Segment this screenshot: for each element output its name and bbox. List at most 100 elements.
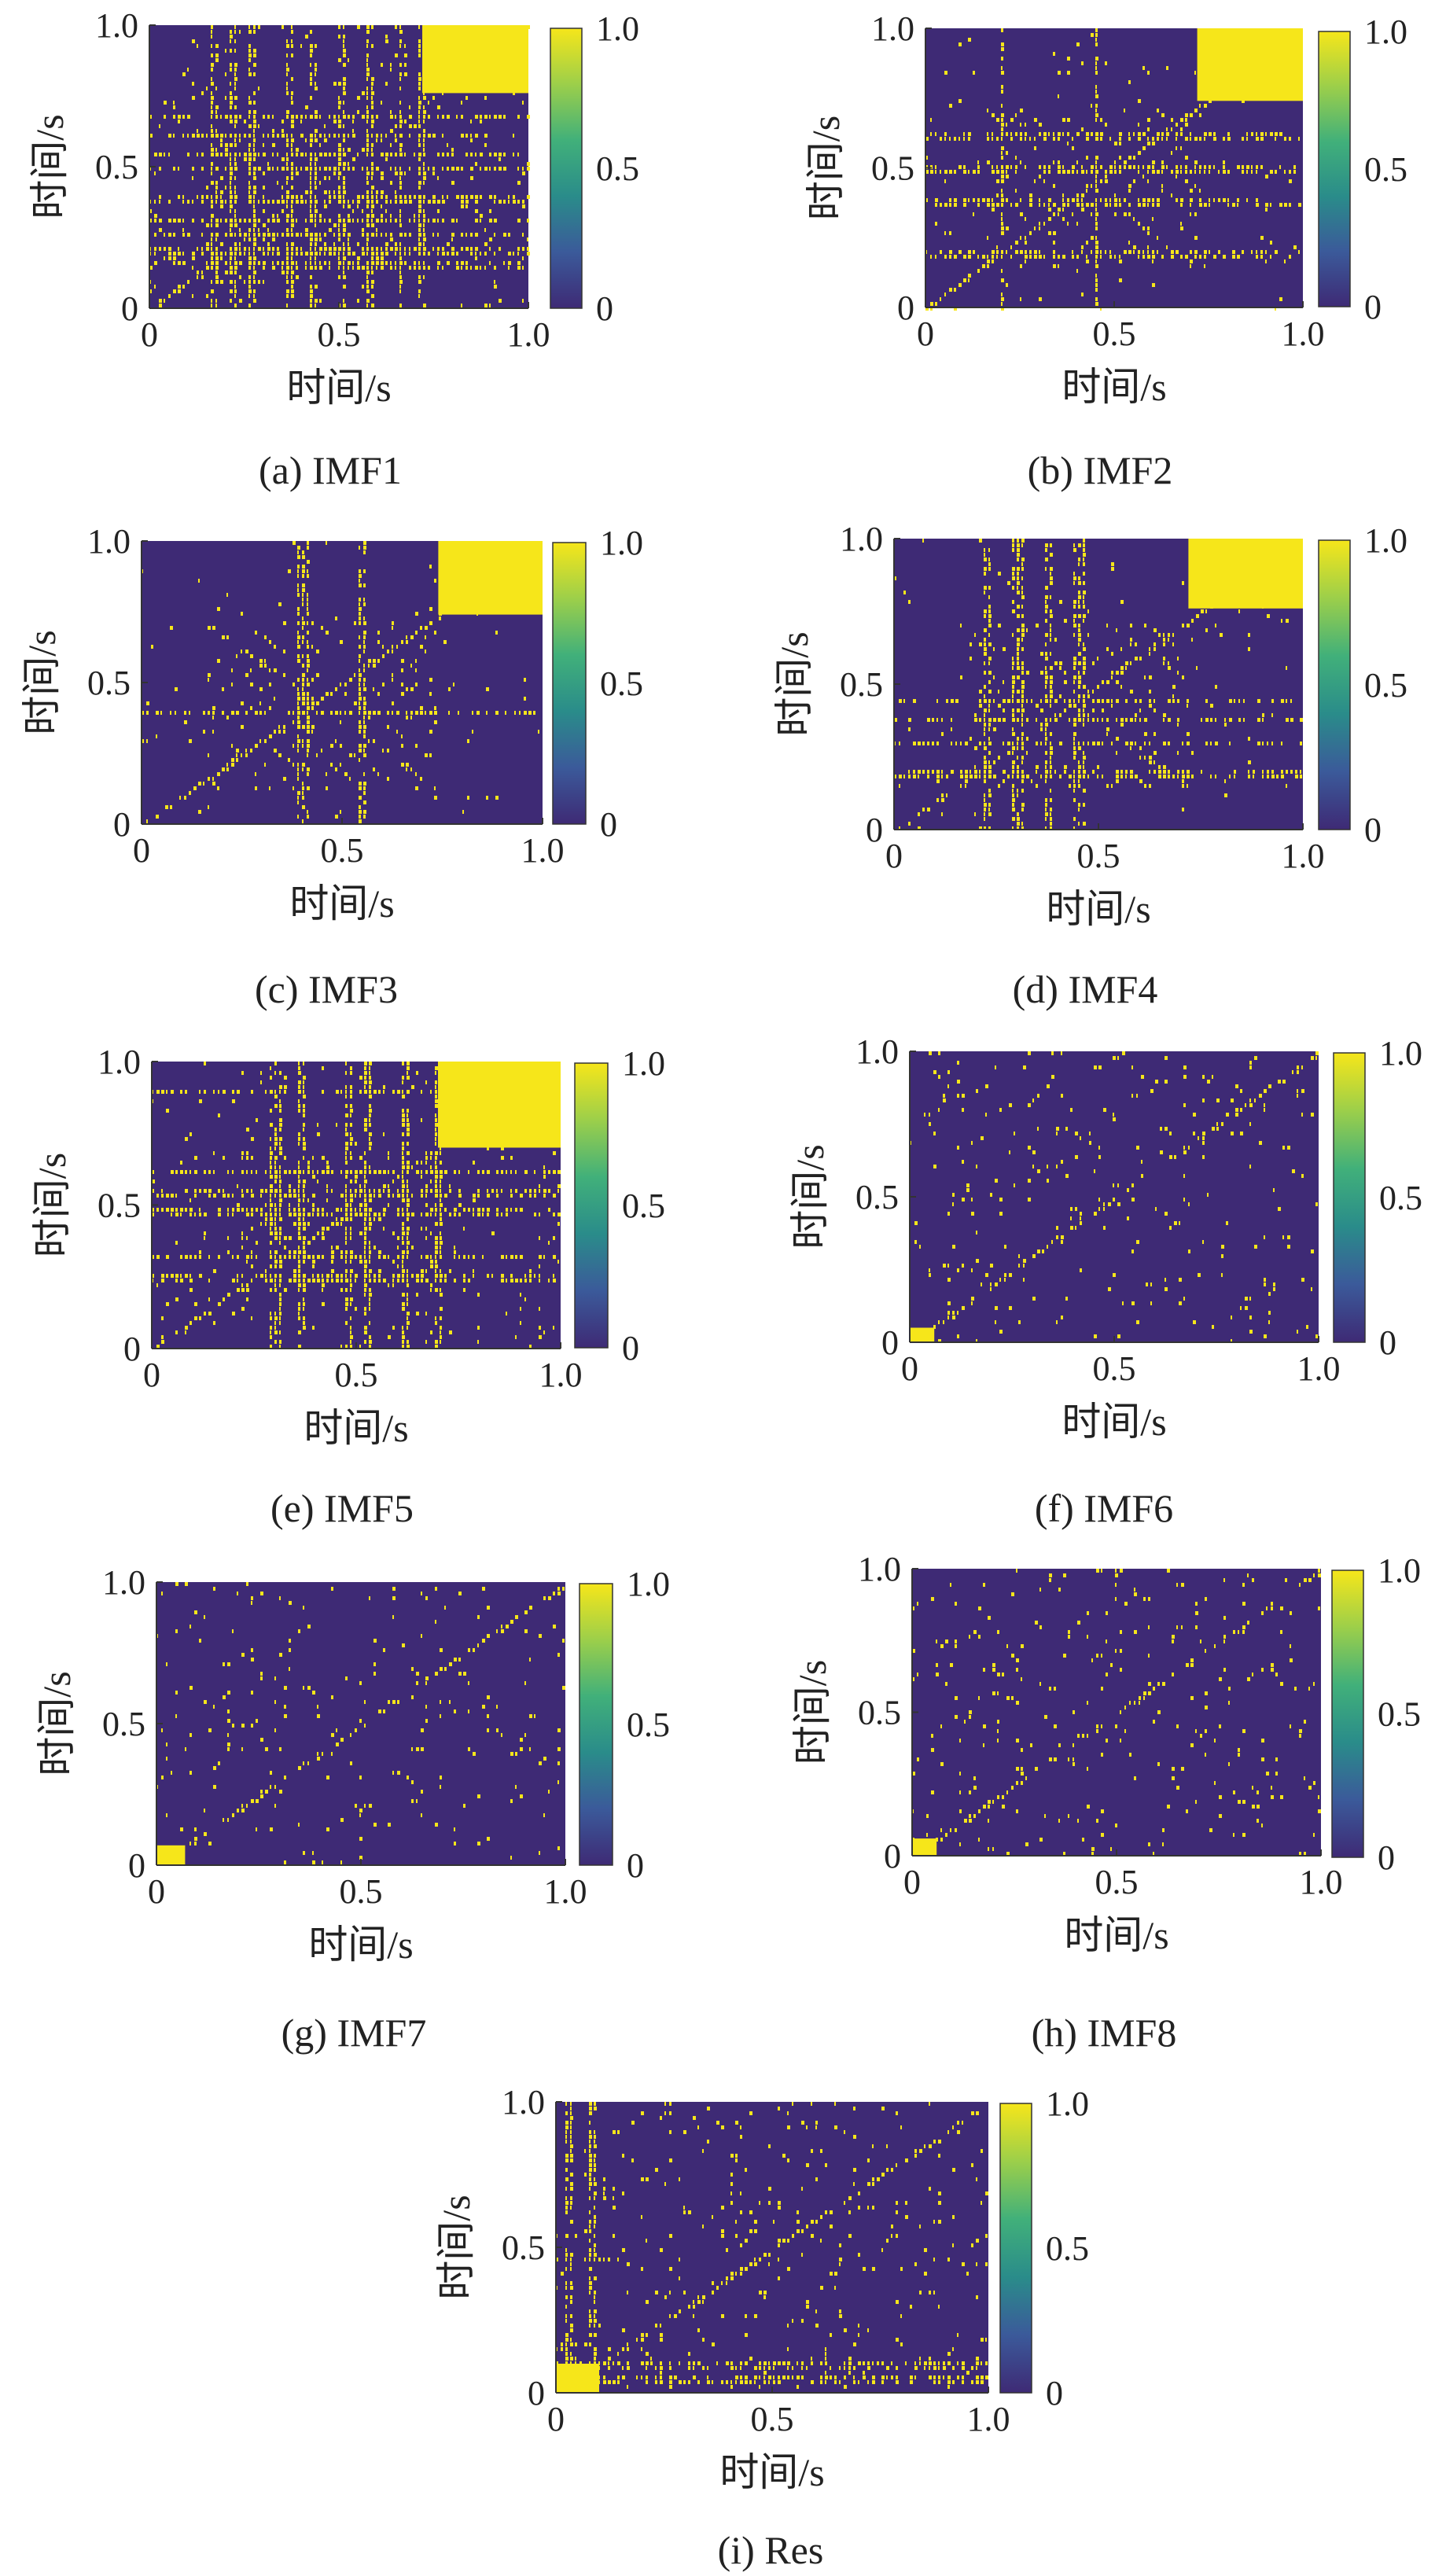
colorbar-tick-label: 1.0 xyxy=(1364,521,1407,560)
colorbar-tick-label: 0 xyxy=(1364,288,1382,326)
heatmap-block xyxy=(912,1838,937,1856)
heatmap-background xyxy=(556,2102,988,2393)
y-tick-label: 0.5 xyxy=(98,1187,141,1225)
colorbar-tick-label: 1.0 xyxy=(1379,1034,1422,1073)
colorbar-tick-label: 0.5 xyxy=(596,149,639,188)
y-tick-label: 1.0 xyxy=(95,6,138,45)
x-tick-label: 1.0 xyxy=(539,1356,583,1394)
y-tick-label: 0.5 xyxy=(502,2228,545,2267)
x-tick-label: 1.0 xyxy=(521,831,565,870)
x-tick-label: 1.0 xyxy=(967,2400,1010,2438)
colorbar xyxy=(1318,539,1351,830)
x-tick-label: 1.0 xyxy=(1282,315,1325,353)
colorbar-tick-label: 0 xyxy=(1364,811,1382,849)
x-tick-label: 0.5 xyxy=(1093,315,1136,353)
heatmap-block xyxy=(422,25,528,94)
y-tick-label: 0 xyxy=(528,2374,545,2412)
panel-caption: (i) Res xyxy=(718,2528,824,2572)
heatmap-points xyxy=(894,539,1303,830)
y-tick-label: 0.5 xyxy=(87,664,131,702)
colorbar-tick-label: 0.5 xyxy=(1046,2229,1089,2268)
colorbar xyxy=(1333,1052,1366,1343)
y-axis-label: 时间/s xyxy=(35,1671,79,1776)
colorbar xyxy=(574,1062,609,1349)
heatmap-texture xyxy=(894,539,1303,830)
colorbar-tick-label: 0 xyxy=(1379,1323,1396,1362)
x-tick-label: 0 xyxy=(885,837,903,875)
x-axis-label: 时间/s xyxy=(289,881,394,926)
x-tick-label: 0.5 xyxy=(340,1872,383,1911)
panel-imf3: 0 0.5 1.0 0 0.5 1.0 时间/s 时间/s 0 0.5 1.0 (c) IMF3 xyxy=(20,522,643,1011)
heatmap-block xyxy=(438,1062,561,1148)
x-axis-label: 时间/s xyxy=(1062,1400,1166,1444)
x-axis-label: 时间/s xyxy=(1064,1913,1168,1957)
y-tick-label: 0.5 xyxy=(95,148,138,186)
panel-imf2: 0 0.5 1.0 0 0.5 1.0 时间/s 时间/s 0 0.5 1.0 (b) IMF2 xyxy=(804,9,1407,492)
colorbar-tick-label: 0 xyxy=(622,1329,639,1367)
colorbar-tick-label: 0 xyxy=(596,289,613,328)
heatmap-block xyxy=(438,541,543,615)
y-tick-label: 0 xyxy=(121,289,138,328)
heatmap-block xyxy=(910,1327,935,1342)
x-tick-label: 1.0 xyxy=(544,1872,587,1911)
colorbar-tick-label: 0.5 xyxy=(1378,1695,1421,1734)
y-axis-label: 时间/s xyxy=(790,1660,834,1765)
y-axis-label: 时间/s xyxy=(772,631,816,736)
colorbar xyxy=(552,542,587,825)
y-tick-label: 1.0 xyxy=(502,2083,545,2122)
x-tick-label: 0.5 xyxy=(318,315,361,354)
x-tick-label: 1.0 xyxy=(1282,837,1325,875)
panel-imf7: 0 0.5 1.0 0 0.5 1.0 时间/s 时间/s 0 0.5 1.0 (g) IMF7 xyxy=(35,1563,670,2055)
x-tick-label: 0.5 xyxy=(1093,1349,1136,1388)
heatmap-block xyxy=(556,2364,599,2393)
x-axis-label: 时间/s xyxy=(308,1923,413,1967)
x-tick-label: 0 xyxy=(133,831,150,870)
x-tick-label: 0 xyxy=(917,315,934,353)
colorbar-tick-label: 1.0 xyxy=(1046,2085,1089,2123)
y-tick-label: 0.5 xyxy=(840,665,883,704)
colorbar-tick-label: 0.5 xyxy=(600,664,643,703)
y-tick-label: 0 xyxy=(866,811,883,849)
panel-imf4: 0 0.5 1.0 0 0.5 1.0 时间/s 时间/s 0 0.5 1.0 (d) IMF4 xyxy=(772,520,1407,1011)
heatmap-points xyxy=(910,1051,1319,1343)
x-tick-label: 0 xyxy=(903,1863,921,1901)
heatmap-block xyxy=(1188,539,1303,609)
heatmap-texture xyxy=(910,1051,1319,1343)
colorbar-tick-label: 1.0 xyxy=(1364,13,1407,51)
y-tick-label: 1.0 xyxy=(98,1043,141,1081)
colorbar-tick-label: 0 xyxy=(1378,1838,1395,1877)
colorbar-tick-label: 0 xyxy=(1046,2374,1063,2412)
heatmap-block xyxy=(156,1845,186,1865)
x-tick-label: 1.0 xyxy=(1297,1349,1341,1388)
colorbar-tick-label: 1.0 xyxy=(1378,1551,1421,1590)
y-axis-label: 时间/s xyxy=(28,114,72,219)
colorbar-tick-label: 0.5 xyxy=(622,1187,665,1225)
panel-caption: (c) IMF3 xyxy=(255,967,398,1011)
y-tick-label: 0.5 xyxy=(102,1705,145,1743)
colorbar-tick-label: 0 xyxy=(627,1846,644,1885)
y-tick-label: 1.0 xyxy=(102,1563,145,1602)
panel-caption: (f) IMF6 xyxy=(1035,1486,1173,1530)
panel-caption: (g) IMF7 xyxy=(281,2011,427,2055)
x-tick-label: 0.5 xyxy=(321,831,364,870)
y-tick-label: 1.0 xyxy=(840,520,883,558)
x-tick-label: 0 xyxy=(901,1349,918,1388)
panel-imf5: 0 0.5 1.0 0 0.5 1.0 时间/s 时间/s 0 0.5 1.0 (e) IMF5 xyxy=(30,1043,665,1530)
x-tick-label: 0.5 xyxy=(335,1356,378,1394)
y-axis-label: 时间/s xyxy=(788,1144,832,1249)
heatmap-background xyxy=(156,1582,565,1865)
y-tick-label: 0 xyxy=(881,1323,899,1362)
y-axis-label: 时间/s xyxy=(434,2195,478,2299)
colorbar xyxy=(999,2103,1032,2394)
x-axis-label: 时间/s xyxy=(286,366,391,410)
colorbar-tick-label: 1.0 xyxy=(622,1044,665,1083)
x-axis-label: 时间/s xyxy=(719,2450,824,2494)
x-tick-label: 0 xyxy=(148,1872,165,1911)
colorbar-tick-label: 0.5 xyxy=(1364,150,1407,189)
y-tick-label: 0 xyxy=(123,1330,141,1368)
panel-caption: (e) IMF5 xyxy=(270,1486,414,1530)
colorbar-tick-label: 1.0 xyxy=(596,9,639,48)
y-axis-label: 时间/s xyxy=(20,630,64,734)
y-tick-label: 0 xyxy=(897,289,914,327)
colorbar xyxy=(1331,1570,1364,1858)
